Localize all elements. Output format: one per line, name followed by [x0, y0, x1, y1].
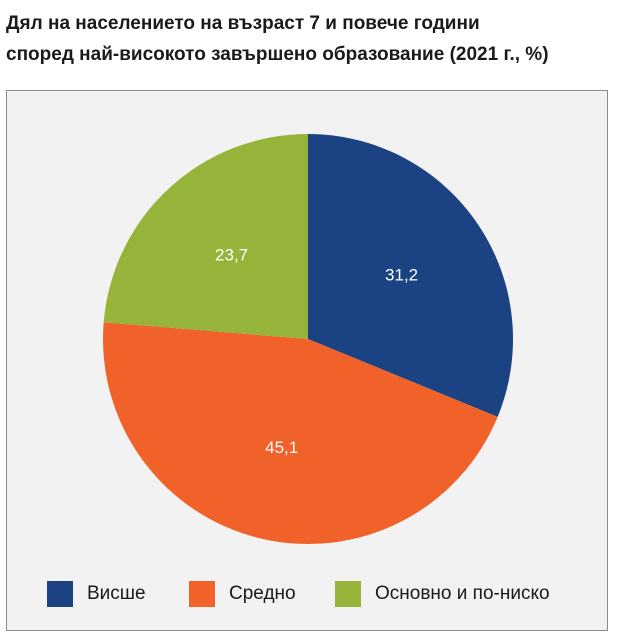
chart-title-line-1: Дял на населението на възраст 7 и повече…: [6, 13, 480, 34]
chart-title-line-2: според най-високото завършено образовани…: [6, 44, 549, 65]
legend-item-visshe: Висше: [47, 579, 146, 609]
pie-slice-labels: 31,2 45,1 23,7: [215, 246, 418, 458]
pie-slice-label-osnovno: 23,7: [215, 246, 248, 265]
chart-title: Дял на населението на възраст 7 и повече…: [6, 8, 611, 70]
pie-slice-label-sredno: 45,1: [265, 438, 298, 457]
legend-label-sredno: Средно: [229, 583, 296, 604]
pie-slice-sredno: [102, 322, 498, 545]
pie-slice-visshe: [308, 134, 513, 417]
legend-swatch-sredno: [189, 581, 215, 607]
legend-label-visshe: Висше: [87, 583, 146, 604]
legend-label-osnovno: Основно и по-ниско: [375, 583, 550, 604]
legend-item-sredno: Средно: [189, 579, 296, 609]
pie-chart: 31,2 45,1 23,7: [102, 134, 513, 545]
legend-swatch-osnovno: [335, 581, 361, 607]
legend-swatch-visshe: [47, 581, 73, 607]
legend: Висше Средно Основно и по-ниско: [7, 579, 607, 609]
pie-slice-osnovno: [103, 134, 309, 339]
chart-area: 31,2 45,1 23,7 Висше Средно Основно и по-н…: [6, 90, 608, 631]
pie-slices: [102, 134, 513, 545]
legend-item-osnovno: Основно и по-ниско: [335, 579, 550, 609]
pie-slice-label-visshe: 31,2: [385, 266, 418, 285]
